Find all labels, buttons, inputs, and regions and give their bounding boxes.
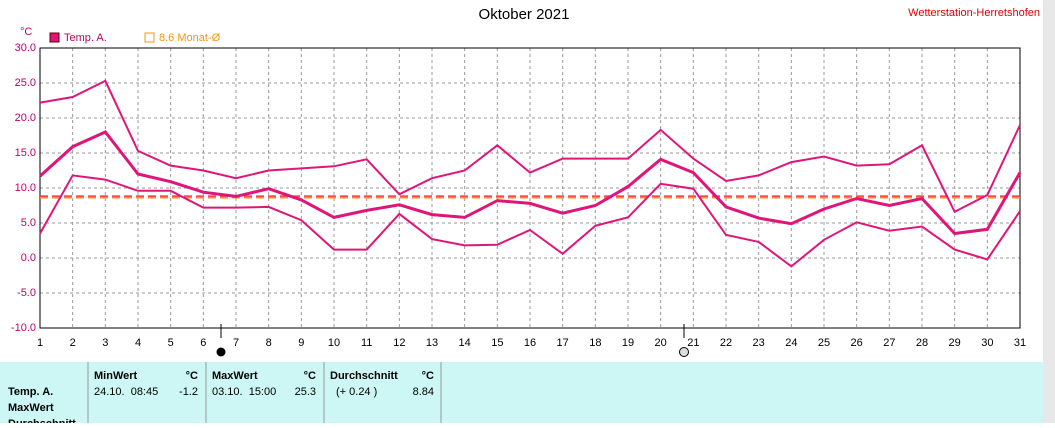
legend-swatch bbox=[144, 32, 155, 43]
site-name: Wetterstation-Herretshofen bbox=[908, 7, 1040, 19]
moon-icon bbox=[679, 347, 689, 357]
x-tick-label: 4 bbox=[135, 337, 141, 349]
x-tick-label: 30 bbox=[981, 337, 993, 349]
x-tick-label: 13 bbox=[426, 337, 438, 349]
column-unit: °C bbox=[186, 370, 198, 382]
x-tick-label: 21 bbox=[687, 337, 699, 349]
x-tick-label: 7 bbox=[233, 337, 239, 349]
cell-value: 8.84 bbox=[413, 386, 434, 398]
x-tick-label: 29 bbox=[949, 337, 961, 349]
x-tick-label: 1 bbox=[37, 337, 43, 349]
y-tick-label: 20.0 bbox=[15, 112, 36, 124]
series-line bbox=[39, 79, 1021, 214]
column-title: MaxWert bbox=[212, 370, 258, 382]
x-tick-label: 25 bbox=[818, 337, 830, 349]
x-tick-label: 12 bbox=[393, 337, 405, 349]
y-tick-label: 10.0 bbox=[15, 182, 36, 194]
x-tick-label: 16 bbox=[524, 337, 536, 349]
x-tick-label: 26 bbox=[851, 337, 863, 349]
chart-title: Oktober 2021 bbox=[479, 6, 570, 23]
plot-frame bbox=[39, 47, 1021, 329]
row-label: Temp. A. bbox=[8, 386, 53, 398]
y-tick-label: 30.0 bbox=[15, 42, 36, 54]
x-tick-label: 9 bbox=[298, 337, 304, 349]
column-title: MinWert bbox=[94, 370, 138, 382]
x-tick-label: 18 bbox=[589, 337, 601, 349]
column-unit: °C bbox=[422, 370, 434, 382]
x-tick-label: 20 bbox=[655, 337, 667, 349]
cell-value: 25.3 bbox=[295, 386, 316, 398]
x-tick-label: 8 bbox=[266, 337, 272, 349]
moon-icon bbox=[216, 347, 226, 357]
x-tick-label: 31 bbox=[1014, 337, 1026, 349]
series-line bbox=[39, 174, 1021, 268]
x-tick-label: 27 bbox=[883, 337, 895, 349]
cell: 24.10. 08:45 bbox=[94, 386, 158, 398]
x-tick-label: 5 bbox=[168, 337, 174, 349]
x-tick-label: 23 bbox=[753, 337, 765, 349]
legend-label: Temp. A. bbox=[64, 32, 107, 44]
y-tick-label: -10.0 bbox=[11, 322, 36, 334]
y-unit: °C bbox=[20, 26, 32, 38]
series-line bbox=[38, 130, 1022, 236]
x-tick-label: 19 bbox=[622, 337, 634, 349]
x-tick-label: 22 bbox=[720, 337, 732, 349]
legend-swatch bbox=[49, 32, 60, 43]
column-title: Durchschnitt bbox=[330, 370, 398, 382]
y-tick-label: 0.0 bbox=[21, 252, 36, 264]
y-tick-label: -5.0 bbox=[17, 287, 36, 299]
x-tick-label: 2 bbox=[70, 337, 76, 349]
x-tick-label: 24 bbox=[785, 337, 797, 349]
cell-value: -1.2 bbox=[179, 386, 198, 398]
x-tick-label: 6 bbox=[200, 337, 206, 349]
x-tick-label: 17 bbox=[557, 337, 569, 349]
x-tick-label: 15 bbox=[491, 337, 503, 349]
x-tick-label: 3 bbox=[102, 337, 108, 349]
legend-label: 8.6 Monat-Ø bbox=[159, 32, 221, 44]
row-label: MaxWert bbox=[8, 402, 54, 414]
cell: 03.10. 15:00 bbox=[212, 386, 276, 398]
scrollbar bbox=[1043, 0, 1055, 423]
table-bg bbox=[0, 362, 1043, 423]
x-tick-label: 14 bbox=[459, 337, 471, 349]
x-tick-label: 10 bbox=[328, 337, 340, 349]
row-label: Durchschnitt bbox=[8, 418, 76, 423]
x-tick-label: 11 bbox=[361, 337, 372, 349]
y-tick-label: 15.0 bbox=[15, 147, 36, 159]
cell: (+ 0.24 ) bbox=[336, 386, 377, 398]
y-tick-label: 25.0 bbox=[15, 77, 36, 89]
x-tick-label: 28 bbox=[916, 337, 928, 349]
column-unit: °C bbox=[304, 370, 316, 382]
y-tick-label: 5.0 bbox=[21, 217, 36, 229]
